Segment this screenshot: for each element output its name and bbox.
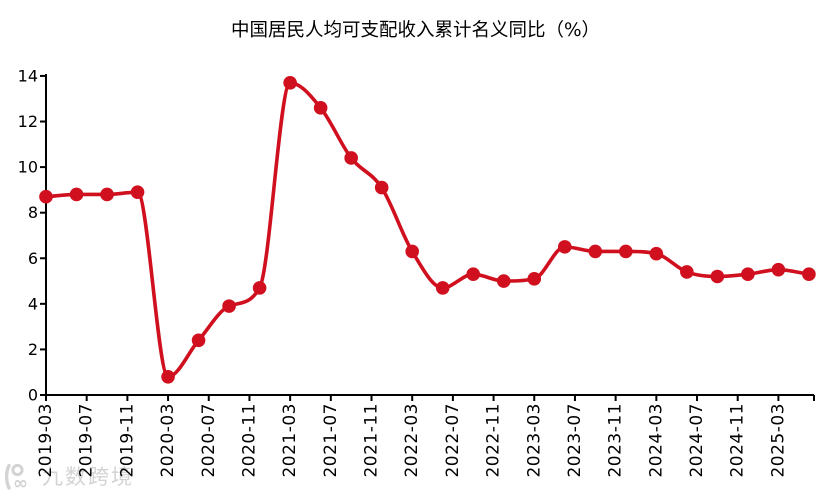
x-tick-label: 2020-11 (239, 403, 259, 478)
y-tick-label: 8 (28, 203, 38, 222)
x-tick-label: 2023-03 (524, 403, 544, 478)
data-point-marker (710, 269, 725, 284)
data-point-marker (527, 271, 542, 286)
data-point-marker (741, 267, 755, 282)
series-line (44, 80, 811, 379)
data-point-marker (588, 244, 603, 259)
x-tick-label: 2019-11 (117, 403, 137, 478)
x-tick-label: 2021-07 (321, 403, 341, 478)
x-tick-label: 2023-11 (606, 403, 626, 478)
x-tick-label: 2022-11 (484, 403, 504, 478)
y-tick-label: 6 (28, 249, 38, 268)
data-point-marker (496, 274, 511, 288)
data-point-marker (39, 189, 53, 204)
x-axis: 2019-03 2019-07 2019-11 2020-03 2020-07 2020-… (36, 395, 815, 478)
data-point-marker (69, 187, 84, 202)
data-point-marker (649, 246, 664, 261)
data-points (39, 75, 816, 384)
watermark-text: 九数跨境 (42, 465, 134, 489)
data-point-marker (344, 151, 358, 165)
watermark: ∞ 九数跨境 (2, 461, 134, 493)
data-point-marker (771, 262, 786, 277)
data-point-marker (283, 75, 297, 90)
y-tick-label: 2 (28, 340, 38, 359)
x-tick-label: 2024-07 (687, 403, 707, 478)
x-tick-label: 2024-03 (646, 403, 666, 478)
x-tick-label: 2019-03 (36, 403, 56, 478)
chart-title: 中国居民人均可支配收入累计名义同比（%） (230, 20, 601, 41)
x-tick-label: 2020-07 (199, 403, 219, 478)
y-axis: 0 2 4 6 8 10 12 14 (18, 66, 46, 405)
data-point-marker (222, 299, 236, 313)
data-point-marker (130, 185, 145, 199)
data-point-marker (252, 281, 267, 295)
data-point-marker (374, 180, 389, 195)
x-tick-label: 2021-03 (280, 403, 300, 478)
data-point-marker (161, 369, 175, 384)
data-point-marker (466, 267, 481, 282)
x-tick-label: 2023-07 (565, 403, 585, 478)
data-point-marker (313, 101, 328, 115)
x-tick-label: 2021-11 (362, 403, 382, 478)
data-point-marker (100, 187, 114, 202)
data-point-marker (802, 267, 816, 282)
x-tick-label: 2024-11 (728, 403, 748, 478)
y-tick-label: 12 (18, 112, 38, 131)
watermark-logo-icon: ∞ (4, 463, 28, 492)
x-tick-label: 2022-03 (402, 403, 422, 478)
x-tick-label: 2019-07 (77, 403, 97, 478)
data-point-marker (619, 244, 633, 259)
data-point-marker (191, 333, 206, 348)
data-point-marker (435, 281, 450, 295)
svg-text:∞: ∞ (13, 473, 28, 492)
data-point-marker (680, 265, 694, 279)
y-tick-label: 4 (28, 294, 38, 313)
x-tick-label: 2025-03 (768, 403, 788, 478)
x-tick-label: 2020-03 (158, 403, 178, 478)
data-point-marker (557, 240, 572, 254)
x-tick-label: 2022-07 (443, 403, 463, 478)
data-point-marker (405, 244, 419, 259)
y-tick-label: 14 (18, 66, 38, 85)
y-tick-label: 10 (18, 158, 38, 177)
y-tick-label: 0 (28, 386, 38, 405)
